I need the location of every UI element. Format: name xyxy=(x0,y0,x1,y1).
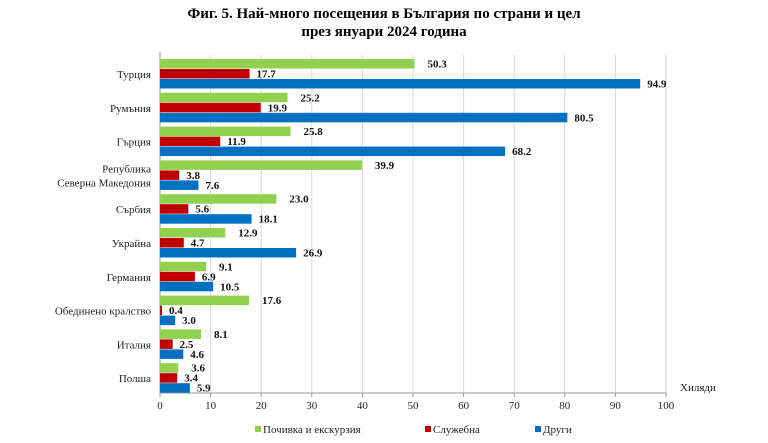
data-label: 5.6 xyxy=(195,204,209,216)
bar-business xyxy=(160,373,178,383)
legend-swatch xyxy=(535,426,541,432)
bar-business xyxy=(160,204,189,214)
data-label: 25.8 xyxy=(304,126,324,138)
bar-leisure xyxy=(160,92,288,103)
data-label: 3.4 xyxy=(184,373,198,385)
data-label: 50.3 xyxy=(428,59,448,71)
data-label: 26.9 xyxy=(303,248,323,260)
x-tick-label: 40 xyxy=(357,400,369,412)
x-axis-label: Хиляди xyxy=(680,382,716,394)
bar-other xyxy=(160,281,214,292)
category-label: Северна Македония xyxy=(57,177,151,189)
data-label: 9.1 xyxy=(219,261,233,273)
data-label: 6.9 xyxy=(202,271,216,283)
category-label: Обединено кралство xyxy=(55,306,152,318)
data-label: 3.6 xyxy=(191,363,205,375)
bar-business xyxy=(160,238,184,248)
bar-other xyxy=(160,315,176,326)
data-label: 12.9 xyxy=(238,228,258,240)
bar-other xyxy=(160,349,184,359)
category-label: Република xyxy=(102,163,151,175)
x-tick-label: 0 xyxy=(157,400,163,412)
bar-other xyxy=(160,214,252,224)
legend-label: Почивка и екскурзия xyxy=(263,424,361,436)
x-tick-label: 50 xyxy=(408,400,420,412)
data-label: 68.2 xyxy=(512,146,532,158)
data-label: 17.7 xyxy=(257,69,277,81)
category-label: Турция xyxy=(117,69,151,81)
data-label: 18.1 xyxy=(259,214,278,226)
data-label: 8.1 xyxy=(214,329,228,341)
x-tick-label: 100 xyxy=(658,400,675,412)
legend-label: Служебна xyxy=(433,424,480,436)
category-label: Румъния xyxy=(110,103,151,115)
data-label: 4.7 xyxy=(191,238,205,250)
bar-other xyxy=(160,146,506,157)
bar-business xyxy=(160,136,221,147)
x-tick-label: 10 xyxy=(205,400,217,412)
bar-leisure xyxy=(160,363,179,373)
bar-leisure xyxy=(160,228,226,238)
legend-swatch xyxy=(425,426,431,432)
bar-other xyxy=(160,180,199,190)
category-label: Гърция xyxy=(117,137,151,149)
data-label: 10.5 xyxy=(220,281,240,293)
data-label: 3.8 xyxy=(186,170,200,182)
category-label: Украйна xyxy=(112,238,151,250)
bar-leisure xyxy=(160,126,291,137)
x-tick-label: 60 xyxy=(458,400,470,412)
data-label: 5.9 xyxy=(197,383,211,395)
data-label: 4.6 xyxy=(190,349,204,361)
bar-business xyxy=(160,69,250,79)
bar-other xyxy=(160,248,297,258)
bar-leisure xyxy=(160,160,362,170)
legend-swatch xyxy=(255,426,261,432)
data-label: 11.9 xyxy=(227,136,246,148)
bar-business xyxy=(160,170,180,180)
bar-other xyxy=(160,79,641,89)
bar-leisure xyxy=(160,194,277,204)
chart-title: Фиг. 5. Най-много посещения в България п… xyxy=(187,6,581,22)
bar-business xyxy=(160,339,173,349)
bar-other xyxy=(160,383,190,393)
x-tick-label: 70 xyxy=(509,400,521,412)
data-label: 19.9 xyxy=(268,102,288,114)
data-label: 23.0 xyxy=(289,194,309,206)
x-tick-label: 90 xyxy=(610,400,622,412)
bar-leisure xyxy=(160,329,201,339)
chart-subtitle: през януари 2024 година xyxy=(301,24,467,40)
category-label: Сърбия xyxy=(116,204,151,216)
bar-other xyxy=(160,112,568,123)
legend-label: Други xyxy=(543,424,572,436)
data-label: 7.6 xyxy=(205,180,219,192)
data-label: 25.2 xyxy=(301,92,321,104)
bar-leisure xyxy=(160,59,415,69)
bar-business xyxy=(160,271,195,282)
bar-business xyxy=(160,102,261,113)
category-label: Полша xyxy=(119,373,151,385)
data-label: 2.5 xyxy=(180,339,194,351)
data-label: 0.4 xyxy=(169,305,183,317)
bar-leisure xyxy=(160,261,207,272)
x-tick-label: 30 xyxy=(306,400,318,412)
data-label: 94.9 xyxy=(647,79,667,91)
data-label: 80.5 xyxy=(574,112,594,124)
x-tick-label: 20 xyxy=(256,400,268,412)
data-label: 3.0 xyxy=(182,315,196,327)
bar-business xyxy=(160,305,163,316)
data-label: 17.6 xyxy=(262,295,282,307)
data-label: 39.9 xyxy=(375,160,395,172)
category-label: Германия xyxy=(107,272,151,284)
x-tick-label: 80 xyxy=(559,400,571,412)
bar-leisure xyxy=(160,295,250,306)
category-label: Италия xyxy=(117,339,151,351)
